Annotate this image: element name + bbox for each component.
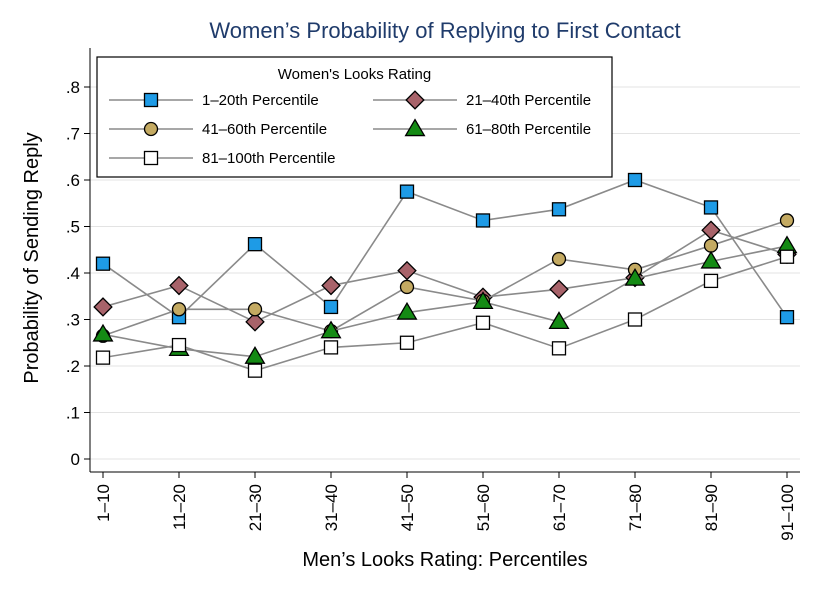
data-point bbox=[624, 267, 646, 286]
data-point bbox=[323, 299, 339, 315]
data-point bbox=[627, 172, 643, 188]
x-tick-label: 61–70 bbox=[550, 484, 569, 531]
data-point bbox=[551, 202, 567, 217]
data-point bbox=[397, 260, 417, 281]
data-point bbox=[399, 279, 415, 295]
data-point bbox=[244, 346, 266, 364]
data-point bbox=[551, 251, 567, 267]
legend-item: 81–100th Percentile bbox=[109, 150, 335, 167]
legend-marker bbox=[404, 118, 426, 137]
series-3 bbox=[92, 235, 798, 364]
data-point bbox=[475, 213, 491, 228]
x-tick-label: 21–30 bbox=[246, 484, 265, 531]
data-point bbox=[548, 311, 570, 330]
data-point bbox=[171, 302, 187, 317]
legend-label: 81–100th Percentile bbox=[202, 150, 335, 167]
y-tick-label: .4 bbox=[66, 264, 80, 283]
y-tick-label: .2 bbox=[66, 357, 80, 376]
series-line bbox=[102, 179, 788, 319]
legend-marker bbox=[405, 90, 425, 110]
legend-label: 21–40th Percentile bbox=[466, 92, 591, 109]
data-point bbox=[475, 315, 491, 330]
legend-marker bbox=[143, 150, 159, 166]
legend: Women's Looks Rating 1–20th Percentile 21–… bbox=[96, 56, 613, 178]
data-point bbox=[92, 323, 114, 342]
data-point bbox=[779, 310, 795, 325]
x-tick-label: 11–20 bbox=[170, 484, 189, 530]
y-tick-label: .1 bbox=[66, 404, 80, 423]
series-2 bbox=[95, 213, 795, 343]
series-0 bbox=[95, 172, 795, 325]
data-point bbox=[703, 238, 719, 253]
data-point bbox=[321, 275, 341, 296]
data-point bbox=[247, 302, 263, 317]
x-tick-label: 31–40 bbox=[322, 484, 341, 531]
legend-item: 61–80th Percentile bbox=[373, 118, 591, 138]
data-point bbox=[323, 340, 339, 355]
x-axis-title: Men’s Looks Rating: Percentiles bbox=[302, 549, 587, 571]
data-point bbox=[171, 337, 187, 353]
data-point bbox=[472, 291, 494, 310]
x-tick-label: 51–60 bbox=[474, 484, 493, 531]
data-point bbox=[247, 237, 263, 252]
series-4 bbox=[95, 249, 795, 378]
legend-box bbox=[96, 56, 613, 178]
series-line bbox=[102, 245, 788, 358]
data-point bbox=[399, 335, 415, 350]
data-point bbox=[93, 297, 113, 317]
data-point bbox=[247, 363, 263, 378]
y-axis-title: Probability of Sending Reply bbox=[21, 132, 43, 383]
legend-marker bbox=[143, 121, 159, 137]
x-tick-label: 41–50 bbox=[398, 484, 417, 531]
data-point bbox=[320, 320, 342, 339]
y-tick-label: .7 bbox=[66, 125, 80, 144]
data-point bbox=[95, 256, 111, 271]
series-1 bbox=[93, 220, 797, 332]
legend-title: Women's Looks Rating bbox=[278, 66, 432, 83]
legend-item: 21–40th Percentile bbox=[373, 90, 591, 110]
y-tick-label: .8 bbox=[66, 78, 80, 97]
legend-label: 61–80th Percentile bbox=[466, 121, 591, 138]
data-point bbox=[396, 301, 418, 320]
data-point bbox=[779, 249, 795, 264]
series-line bbox=[102, 255, 788, 372]
chart-title: Women’s Probability of Replying to First… bbox=[209, 18, 680, 43]
legend-label: 41–60th Percentile bbox=[202, 121, 327, 138]
data-point bbox=[95, 350, 111, 365]
data-point bbox=[779, 213, 795, 228]
legend-item: 1–20th Percentile bbox=[109, 92, 319, 109]
x-tick-label: 71–80 bbox=[626, 484, 645, 531]
x-tick-label: 91–100 bbox=[778, 484, 797, 541]
y-tick-label: .6 bbox=[66, 171, 80, 190]
legend-label: 1–20th Percentile bbox=[202, 92, 319, 109]
y-tick-label: .3 bbox=[66, 311, 80, 330]
data-point bbox=[701, 220, 721, 240]
y-tick-label: .5 bbox=[66, 218, 80, 237]
data-point bbox=[627, 312, 643, 327]
y-tick-label: 0 bbox=[71, 450, 80, 469]
legend-item: 41–60th Percentile bbox=[109, 121, 327, 138]
x-tick-label: 1–10 bbox=[94, 484, 113, 522]
data-point bbox=[700, 250, 722, 269]
data-point bbox=[703, 200, 719, 215]
data-point bbox=[551, 341, 567, 356]
data-point bbox=[703, 273, 719, 289]
data-point bbox=[245, 312, 265, 332]
data-point bbox=[169, 275, 189, 296]
axes: 0 .1 .2 .3 .4 .5 .6 .7 .8 1–10 11–20 21–30 31–40 41–5… bbox=[66, 48, 800, 541]
data-point bbox=[399, 184, 415, 199]
series-group bbox=[92, 172, 798, 378]
series-line bbox=[102, 219, 788, 337]
data-point bbox=[549, 279, 569, 300]
legend-marker bbox=[143, 92, 159, 108]
series-line bbox=[102, 229, 788, 323]
x-tick-label: 81–90 bbox=[702, 484, 721, 531]
